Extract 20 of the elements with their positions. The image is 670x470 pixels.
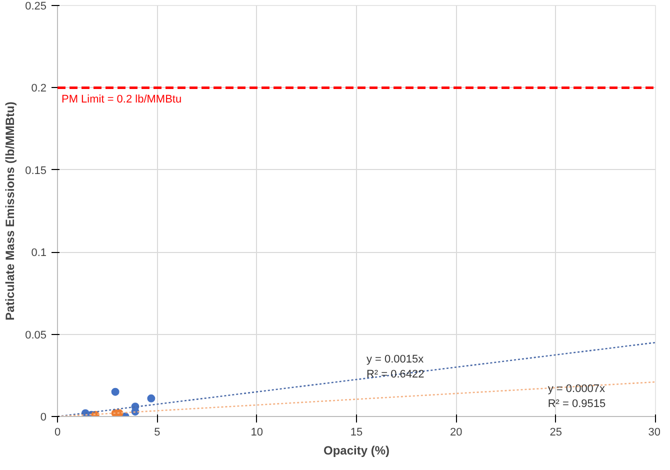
annotation: y = 0.0007x: [548, 383, 606, 396]
y-tick-label: 0.2: [31, 82, 47, 95]
y-tick-label: 0.05: [25, 329, 47, 342]
annotation: y = 0.0015x: [366, 354, 424, 366]
annotation: R² = 0.9515: [548, 398, 606, 410]
y-tick-label: 0.25: [25, 0, 47, 12]
y-tick-label: 0.15: [25, 164, 47, 177]
annotation: R² = 0.6422: [366, 368, 424, 380]
ref-line-label: PM Limit = 0.2 lb/MMBtu: [61, 94, 182, 106]
x-tick-label: 15: [350, 426, 363, 438]
x-tick-label: 10: [250, 426, 263, 438]
x-tick-label: 30: [648, 426, 661, 438]
x-tick-label: 20: [450, 426, 462, 438]
y-tick-label: 0.1: [31, 247, 47, 260]
y-tick-label: 0: [40, 412, 47, 424]
x-tick-label: 0: [54, 426, 61, 438]
y-axis-title: Paticulate Mass Emissions (lb/MMBtu): [3, 102, 18, 320]
x-tick-label: 5: [154, 426, 160, 438]
x-axis-title: Opacity (%): [323, 444, 390, 458]
x-tick-label: 25: [550, 426, 562, 438]
